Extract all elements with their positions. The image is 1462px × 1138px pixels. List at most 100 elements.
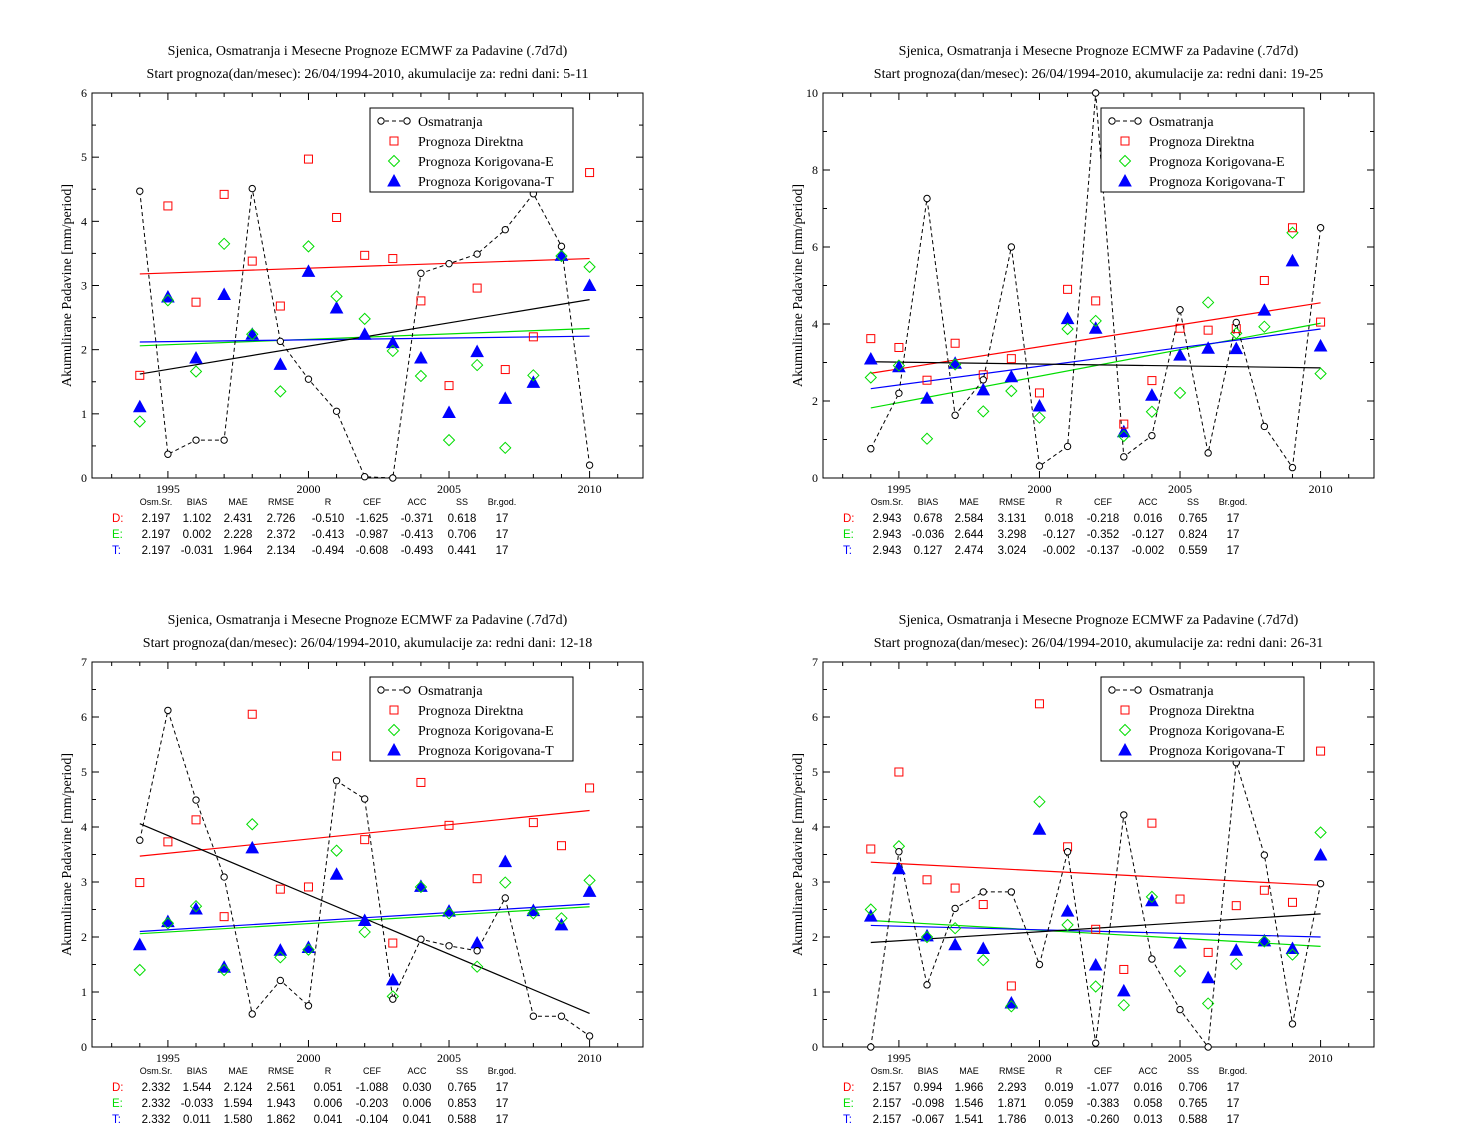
- data-point: [1232, 318, 1240, 327]
- data-point: [470, 936, 484, 949]
- data-point: [389, 474, 397, 482]
- data-point: [1091, 296, 1101, 306]
- chart-svg-2: Sjenica, Osmatranja i Mesecne Prognoze E…: [791, 44, 1375, 557]
- stats-header: Br.god.: [1219, 497, 1248, 507]
- stats-value: 17: [496, 513, 509, 525]
- stats-row-label: D:: [112, 1082, 124, 1094]
- observed-series-line: [139, 708, 590, 1037]
- data-point: [867, 445, 875, 453]
- data-point: [470, 960, 484, 973]
- data-point: [360, 835, 370, 845]
- data-point: [220, 436, 228, 444]
- legend-label: Prognoza Korigovana-E: [1149, 155, 1285, 170]
- stats-value: 17: [496, 1082, 509, 1094]
- data-point: [164, 450, 172, 458]
- stats-value: 0.765: [448, 1082, 477, 1094]
- legend-marker: [403, 686, 411, 694]
- trend-line: [870, 361, 1321, 369]
- legend-marker: [377, 117, 385, 125]
- stats-value: 17: [1227, 1114, 1240, 1126]
- data-point: [951, 411, 959, 419]
- stats-value: 0.059: [1045, 1098, 1074, 1110]
- data-point: [385, 335, 400, 349]
- data-point: [1091, 1039, 1100, 1047]
- stats-value: 0.588: [448, 1114, 477, 1126]
- stats-value: 0.013: [1134, 1114, 1163, 1126]
- data-point: [1286, 948, 1299, 961]
- data-point: [219, 912, 229, 922]
- data-point: [1201, 296, 1215, 309]
- data-point: [978, 900, 988, 910]
- data-point: [1173, 386, 1187, 400]
- y-tick-label: 4: [812, 820, 818, 834]
- stats-header: ACC: [1138, 1066, 1158, 1076]
- chart-svg-1: Sjenica, Osmatranja i Mesecne Prognoze E…: [60, 44, 644, 557]
- data-point: [894, 767, 904, 777]
- x-tick-label: 1995: [887, 482, 911, 496]
- chart-svg-3: Sjenica, Osmatranja i Mesecne Prognoze E…: [60, 613, 644, 1126]
- data-point: [1145, 405, 1159, 418]
- data-point: [192, 796, 200, 804]
- data-point: [217, 287, 231, 300]
- x-tick-label: 2010: [578, 482, 602, 496]
- data-point: [357, 913, 372, 926]
- data-point: [583, 260, 596, 274]
- data-point: [1316, 317, 1326, 327]
- stats-value: 1.541: [955, 1114, 984, 1126]
- stats-value: 2.157: [873, 1098, 902, 1110]
- legend-label: Prognoza Direktna: [418, 704, 524, 719]
- legend-label: Prognoza Korigovana-E: [418, 155, 554, 170]
- data-point: [894, 342, 904, 352]
- data-point: [1006, 354, 1016, 364]
- data-point: [977, 405, 990, 418]
- data-point: [556, 841, 566, 851]
- data-point: [1175, 323, 1185, 333]
- series-1-points: [867, 758, 1325, 1051]
- data-point: [1089, 314, 1102, 328]
- data-point: [246, 818, 259, 831]
- stats-value: -0.413: [312, 529, 345, 541]
- series-3-points: [864, 795, 1327, 1013]
- x-tick-label: 1995: [156, 482, 180, 496]
- trend-line: [870, 302, 1321, 374]
- chart-subtitle: Start prognoza(dan/mesec): 26/04/1994-20…: [874, 67, 1323, 82]
- stats-header: Osm.Sr.: [140, 1066, 173, 1076]
- data-point: [1060, 904, 1075, 917]
- stats-value: 1.862: [267, 1114, 296, 1126]
- y-tick-label: 0: [81, 471, 87, 485]
- trend-line: [870, 913, 1321, 944]
- data-point: [923, 194, 931, 203]
- data-point: [416, 777, 426, 787]
- data-point: [386, 344, 400, 358]
- legend-marker: [387, 723, 401, 737]
- legend-marker: [377, 686, 385, 694]
- data-point: [245, 327, 260, 340]
- data-point: [1147, 376, 1157, 386]
- data-point: [276, 337, 285, 346]
- data-point: [499, 441, 512, 455]
- x-tick-label: 2005: [1168, 1051, 1192, 1065]
- stats-value: -1.077: [1087, 1082, 1120, 1094]
- data-point: [247, 709, 257, 719]
- stats-value: 0.013: [1045, 1114, 1074, 1126]
- data-point: [417, 269, 425, 278]
- stats-value: 2.332: [142, 1098, 171, 1110]
- y-axis-label: Akumulirane Padavine [mm/period]: [791, 753, 806, 956]
- data-point: [1204, 1043, 1212, 1051]
- y-tick-label: 1: [81, 985, 87, 999]
- data-point: [191, 297, 201, 307]
- stats-value: 1.943: [267, 1098, 296, 1110]
- stats-header: SS: [456, 1066, 468, 1076]
- stats-value: -0.608: [356, 545, 389, 557]
- data-point: [135, 370, 145, 380]
- data-point: [217, 963, 231, 977]
- legend-marker: [1108, 117, 1116, 125]
- chart-panel-3: Sjenica, Osmatranja i Mesecne Prognoze E…: [0, 569, 731, 1138]
- stats-header: MAE: [959, 497, 979, 507]
- data-point: [1257, 303, 1272, 316]
- data-point: [161, 290, 175, 303]
- data-point: [948, 356, 962, 369]
- stats-value: 2.134: [267, 545, 296, 557]
- stats-row-label: D:: [112, 513, 124, 525]
- data-point: [1063, 284, 1073, 294]
